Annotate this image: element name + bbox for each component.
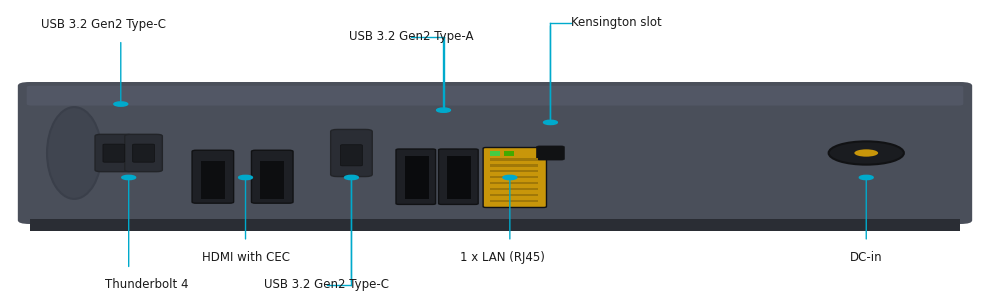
FancyBboxPatch shape: [125, 134, 162, 172]
Circle shape: [859, 175, 873, 180]
Bar: [490, 170, 538, 173]
FancyBboxPatch shape: [103, 144, 125, 162]
Ellipse shape: [48, 107, 101, 199]
Bar: [260, 161, 284, 199]
Bar: [490, 188, 538, 190]
Circle shape: [114, 102, 128, 106]
Text: 1 x LAN (RJ45): 1 x LAN (RJ45): [460, 251, 545, 263]
Circle shape: [503, 175, 517, 180]
FancyBboxPatch shape: [95, 134, 133, 172]
FancyBboxPatch shape: [396, 149, 436, 204]
Bar: [405, 156, 429, 199]
Bar: [490, 194, 538, 196]
Text: DC-in: DC-in: [850, 251, 882, 263]
Bar: [504, 151, 514, 156]
Bar: [490, 158, 538, 161]
FancyBboxPatch shape: [133, 144, 154, 162]
FancyBboxPatch shape: [251, 150, 293, 203]
FancyBboxPatch shape: [27, 86, 963, 106]
FancyBboxPatch shape: [341, 145, 362, 166]
Circle shape: [239, 175, 252, 180]
Bar: [490, 164, 538, 166]
Text: USB 3.2 Gen2 Type-C: USB 3.2 Gen2 Type-C: [264, 278, 389, 291]
Circle shape: [829, 141, 904, 165]
Circle shape: [854, 149, 878, 157]
FancyBboxPatch shape: [192, 150, 234, 203]
Bar: [490, 182, 538, 184]
Bar: [201, 161, 225, 199]
Circle shape: [345, 175, 358, 180]
Bar: [490, 151, 500, 156]
FancyBboxPatch shape: [18, 82, 972, 224]
FancyBboxPatch shape: [483, 147, 546, 207]
Text: Kensington slot: Kensington slot: [571, 17, 662, 29]
FancyBboxPatch shape: [537, 146, 564, 160]
Text: Thunderbolt 4: Thunderbolt 4: [105, 278, 188, 291]
Text: USB 3.2 Gen2 Type-A: USB 3.2 Gen2 Type-A: [348, 30, 473, 43]
Text: HDMI with CEC: HDMI with CEC: [202, 251, 289, 263]
Circle shape: [437, 108, 450, 112]
Text: USB 3.2 Gen2 Type-C: USB 3.2 Gen2 Type-C: [42, 18, 166, 31]
Circle shape: [544, 120, 557, 125]
Bar: [30, 219, 960, 231]
FancyBboxPatch shape: [331, 129, 372, 177]
Bar: [490, 200, 538, 202]
Circle shape: [122, 175, 136, 180]
Bar: [447, 156, 471, 199]
FancyBboxPatch shape: [439, 149, 478, 204]
Bar: [490, 176, 538, 178]
